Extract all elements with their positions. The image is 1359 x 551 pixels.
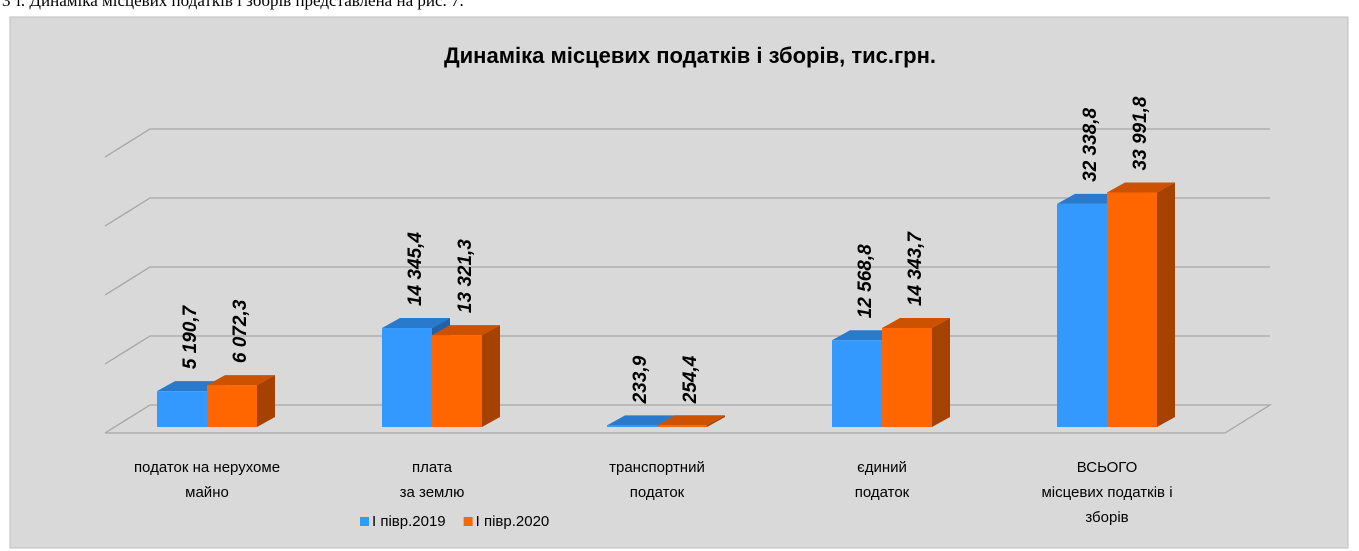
legend-swatch [463,517,473,526]
bar [207,375,275,427]
bar-side [707,415,725,427]
bar-side [482,325,500,427]
page-text: 3 т. Динаміка місцевих податків і зборів… [2,0,464,10]
value-label: 12 568,8 [855,244,876,318]
value-label: 32 338,8 [1080,107,1101,181]
value-label: 14 345,4 [405,232,426,306]
bar-top [382,318,450,329]
bar-front [157,391,207,427]
grid-line [104,197,1270,227]
value-label: 233,9 [630,355,651,404]
bar-side [1157,182,1175,427]
value-label: 5 190,7 [180,304,201,369]
bar-front [207,385,257,427]
legend-label: І півр.2020 [476,513,550,530]
bar-front [382,328,432,427]
bar [882,318,950,427]
x-tick-label: транспортний податок [609,459,705,501]
bar-top [1107,182,1175,193]
bar-front [1057,203,1107,427]
bar-front [1107,192,1157,427]
bar-top [882,318,950,329]
bar [432,325,500,427]
value-label: 14 343,7 [905,231,926,306]
bar-front [432,335,482,427]
bar [657,415,725,427]
grid-line [104,404,1273,434]
x-tick-label: плата за землю [399,459,465,501]
chart-title: Динаміка місцевих податків і зборів, тис… [444,43,936,68]
bar-side [257,375,275,427]
legend-label: І півр.2019 [372,513,446,530]
bar [1107,182,1175,427]
grid-line [104,128,1270,158]
x-tick-label: єдиний податок [854,459,910,501]
bar-top [657,415,725,426]
bar-front [607,425,657,427]
legend-swatch [360,517,369,526]
value-label: 6 072,3 [230,299,251,363]
bar-front [657,425,707,427]
bar-top [207,375,275,386]
x-tick-label: ВСЬОГО місцевих податків і зборів [1041,459,1173,526]
x-tick-label: податок на нерухоме майно [133,459,281,501]
bar-top [432,325,500,336]
bar-front [832,340,882,427]
grid-line [104,266,1270,296]
value-label: 254,4 [680,355,701,404]
bar-front [882,328,932,427]
bar-side [932,318,950,427]
value-label: 33 991,8 [1130,96,1151,170]
bar-top [607,415,675,426]
value-label: 13 321,3 [455,239,476,313]
